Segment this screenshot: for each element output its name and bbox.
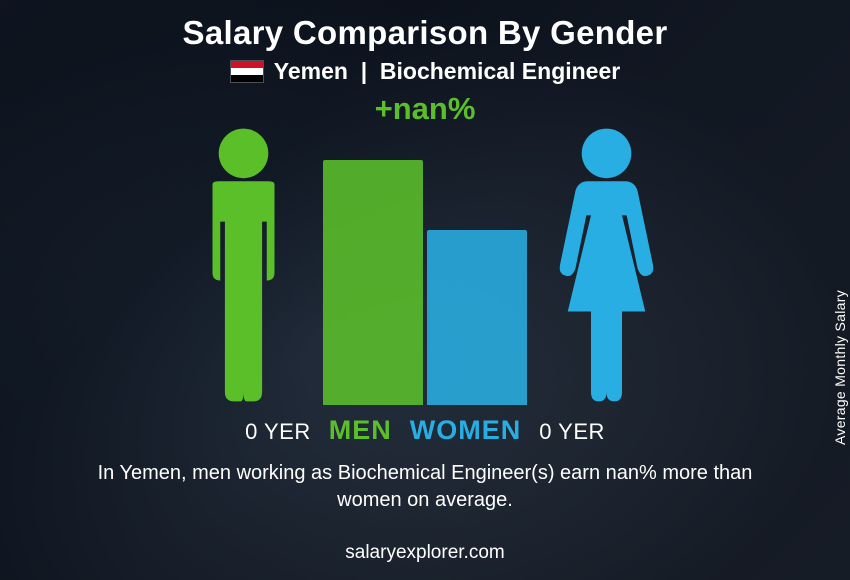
woman-icon [529,125,684,405]
subtitle-row: Yemen | Biochemical Engineer [230,58,620,85]
flag-stripe-top [231,61,263,68]
y-axis-label: Average Monthly Salary [832,290,848,445]
women-label: WOMEN [410,415,521,446]
subtitle-text: Yemen | Biochemical Engineer [274,58,620,85]
man-icon [166,125,321,405]
men-value: 0 YER [245,419,311,445]
flag-stripe-bottom [231,75,263,82]
flag-stripe-middle [231,68,263,75]
subtitle-job: Biochemical Engineer [380,58,620,84]
delta-label: +nan% [375,91,476,127]
description-text: In Yemen, men working as Biochemical Eng… [65,460,785,514]
footer-text: salaryexplorer.com [0,542,850,564]
women-value: 0 YER [539,419,605,445]
men-bar [323,160,423,405]
yemen-flag-icon [230,60,264,83]
content-wrapper: Salary Comparison By Gender Yemen | Bioc… [0,0,850,580]
woman-svg [529,125,684,405]
subtitle-sep: | [361,58,367,84]
subtitle-country: Yemen [274,58,348,84]
chart-area [166,125,684,405]
men-label: MEN [329,415,392,446]
women-bar [427,230,527,405]
labels-row: 0 YER MEN WOMEN 0 YER [245,415,605,446]
page-title: Salary Comparison By Gender [183,14,668,52]
man-svg [166,125,321,405]
